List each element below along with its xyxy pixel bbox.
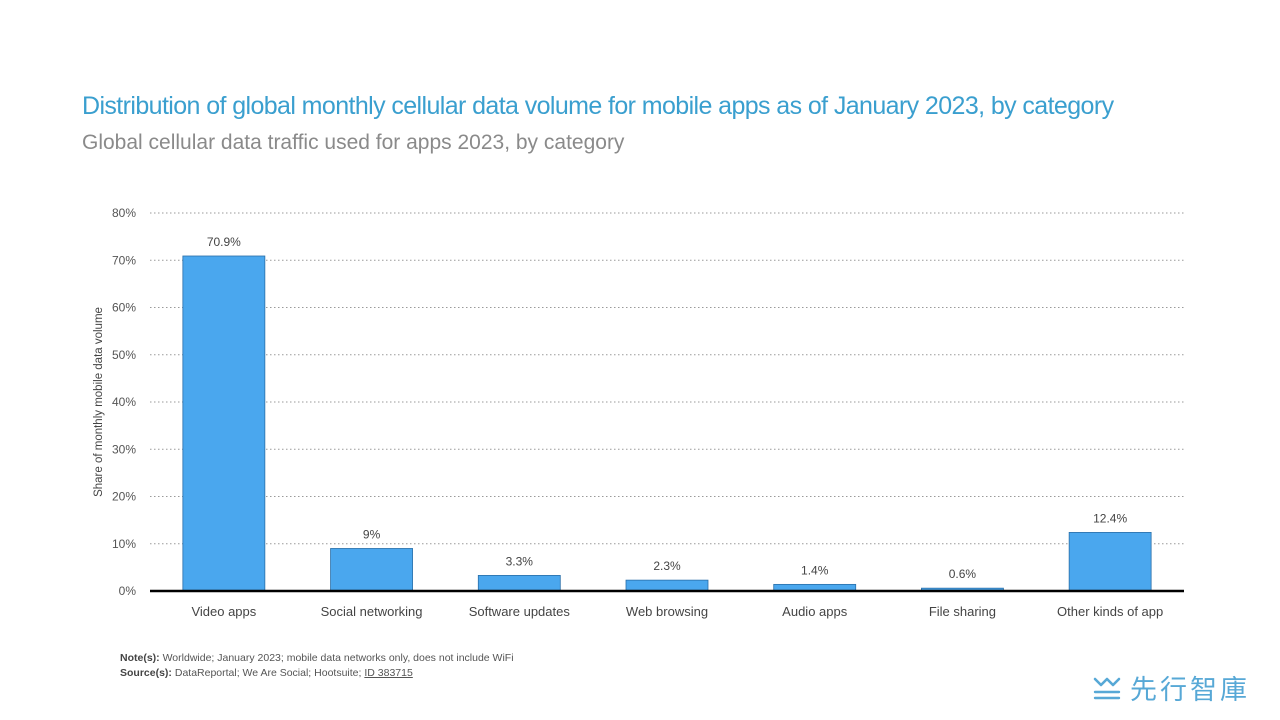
source-text: DataReportal; We Are Social; Hootsuite; [171,667,365,679]
bar [1068,532,1152,592]
x-tick-label: Web browsing [626,604,708,619]
y-axis-title: Share of monthly mobile data volume [93,307,105,497]
y-tick-label: 80% [112,206,136,220]
note-text: Worldwide; January 2023; mobile data net… [159,652,514,664]
source-label: Source(s): [120,667,172,679]
bar [477,575,561,592]
source-id-link[interactable]: ID 383715 [364,667,413,679]
bar [625,579,709,592]
y-tick-label: 50% [112,348,136,362]
chart-subtitle: Global cellular data traffic used for ap… [82,131,625,154]
y-tick-label: 60% [112,301,136,315]
y-tick-label: 10% [112,537,136,551]
note-line: Note(s): Worldwide; January 2023; mobile… [120,651,514,666]
chart-title: Distribution of global monthly cellular … [82,92,1114,120]
y-tick-label: 0% [119,584,137,598]
y-tick-label: 20% [112,490,136,504]
data-label: 12.4% [1093,511,1127,525]
data-label: 0.6% [949,567,977,581]
logo-text: 先行智庫 [1130,675,1250,705]
chart-notes: Note(s): Worldwide; January 2023; mobile… [120,651,514,681]
wave-lines-icon [1093,677,1121,699]
data-label: 2.3% [653,559,681,573]
y-tick-label: 40% [112,395,136,409]
data-label: 1.4% [801,563,829,577]
x-tick-label: Software updates [469,604,571,619]
data-label: 70.9% [207,235,241,249]
note-label: Note(s): [120,652,160,664]
source-line: Source(s): DataReportal; We Are Social; … [120,666,514,681]
y-tick-label: 30% [112,442,136,456]
x-tick-label: Other kinds of app [1057,604,1163,619]
data-label: 9% [363,527,381,541]
x-tick-label: Social networking [321,604,423,619]
x-tick-label: File sharing [929,604,996,619]
data-label: 3.3% [506,554,534,568]
x-tick-label: Audio apps [782,604,848,619]
bar [182,255,266,592]
brand-logo: 先行智庫 [1092,668,1250,707]
x-tick-label: Video apps [191,604,256,619]
y-tick-label: 70% [112,253,136,267]
bar [330,548,413,592]
